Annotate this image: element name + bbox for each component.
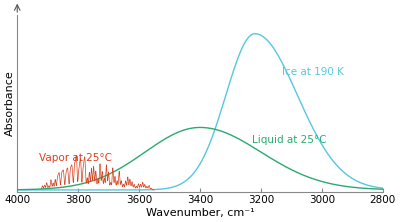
Y-axis label: Absorbance: Absorbance	[4, 71, 14, 137]
Text: Liquid at 25°C: Liquid at 25°C	[252, 135, 326, 145]
X-axis label: Wavenumber, cm⁻¹: Wavenumber, cm⁻¹	[146, 208, 254, 218]
Text: Ice at 190 K: Ice at 190 K	[282, 67, 344, 77]
Text: Vapor at 25°C: Vapor at 25°C	[38, 153, 112, 163]
